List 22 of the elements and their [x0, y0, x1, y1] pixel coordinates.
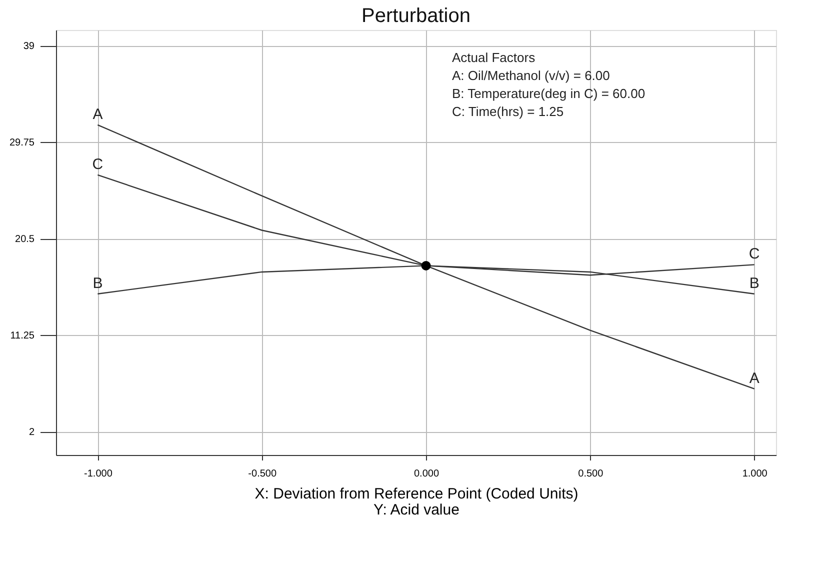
x-tick-label: 0.500	[578, 468, 604, 480]
x-tick-label: -1.000	[84, 468, 113, 480]
y-tick-label: 2	[28, 427, 35, 438]
text: A	[92, 106, 103, 123]
series-label: A	[749, 370, 760, 387]
x-axis-title: X: Deviation from Reference Point (Coded Units) Y: Acid value	[254, 486, 578, 518]
y-tick-label: 39	[23, 41, 35, 52]
annotation: A: Oil/Methanol (v/v) = 6.00	[452, 68, 610, 83]
text: B	[749, 274, 760, 292]
series-label: B	[92, 274, 103, 292]
annotation: Actual Factors	[452, 50, 536, 65]
x-tick-label: 1.000	[742, 468, 768, 480]
y-tick-label: 29.75	[9, 138, 35, 149]
chart-title: Perturbation	[362, 5, 470, 27]
annotation: C: Time(hrs) = 1.25	[452, 104, 564, 119]
x-tick-label: 0.000	[414, 468, 440, 480]
y-tick-label: 20.5	[15, 234, 35, 246]
y-tick-label: 11.25	[10, 330, 35, 342]
annotation: B: Temperature(deg in C) = 60.00	[452, 86, 646, 101]
x-tick-label: -0.500	[248, 468, 277, 480]
text: C	[92, 156, 104, 173]
series-label: C	[748, 246, 760, 263]
